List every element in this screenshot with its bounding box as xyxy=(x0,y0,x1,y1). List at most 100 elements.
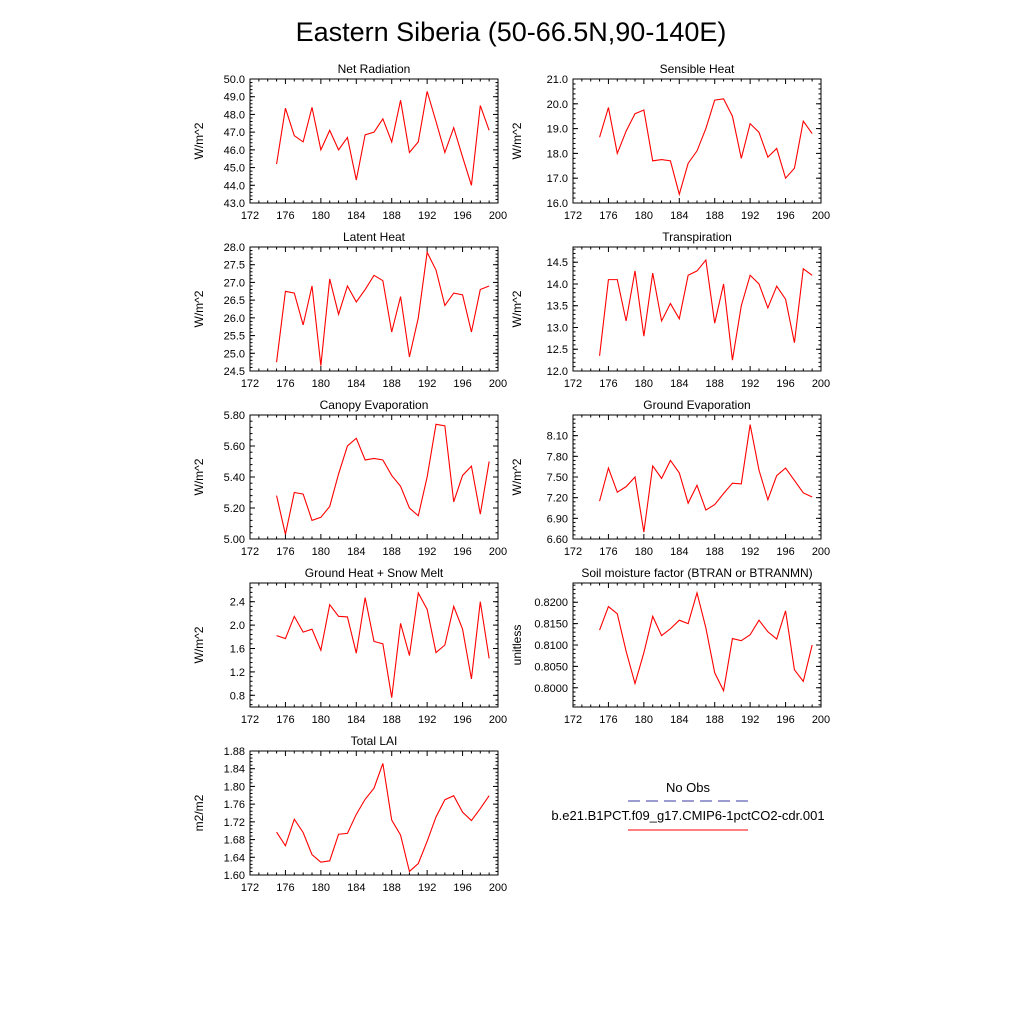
x-tick-label: 172 xyxy=(564,546,582,558)
y-tick-label: 45.0 xyxy=(224,163,245,175)
plot-frame xyxy=(572,414,822,540)
y-tick-label: 14.5 xyxy=(547,257,568,269)
series-line xyxy=(276,423,490,535)
x-tick-label: 188 xyxy=(706,378,724,390)
panel-title: Sensible Heat xyxy=(660,62,735,76)
x-tick-label: 176 xyxy=(276,546,294,558)
x-tick-label: 196 xyxy=(776,546,794,558)
y-tick-label: 5.80 xyxy=(224,410,245,422)
x-tick-label: 180 xyxy=(635,378,653,390)
x-tick-label: 196 xyxy=(776,210,794,222)
x-tick-label: 192 xyxy=(741,210,759,222)
legend: No Obs b.e21.B1PCT.f09_g17.CMIP6-1pctCO2… xyxy=(551,780,825,831)
x-tick-label: 180 xyxy=(312,210,330,222)
y-tick-label: 1.2 xyxy=(230,667,245,679)
plot-frame xyxy=(249,582,499,708)
x-tick-label: 196 xyxy=(776,378,794,390)
x-tick-label: 188 xyxy=(383,714,401,726)
x-tick-label: 196 xyxy=(453,546,471,558)
x-tick-label: 176 xyxy=(599,546,617,558)
plot-frame xyxy=(572,582,822,708)
x-tick-label: 172 xyxy=(241,378,259,390)
y-tick-label: 1.80 xyxy=(224,781,245,793)
y-axis-label: W/m^2 xyxy=(192,122,206,159)
x-tick-label: 188 xyxy=(383,546,401,558)
panel-title: Ground Heat + Snow Melt xyxy=(305,566,444,580)
x-tick-label: 184 xyxy=(670,210,688,222)
x-tick-label: 176 xyxy=(276,714,294,726)
y-tick-label: 17.0 xyxy=(547,173,568,185)
x-tick-label: 176 xyxy=(276,210,294,222)
y-tick-label: 49.0 xyxy=(224,92,245,104)
y-tick-label: 0.8200 xyxy=(534,597,568,609)
chart-panel-5: Ground Evaporation 172 176 180 184 188 192 196 2… xyxy=(510,398,830,558)
x-tick-label: 180 xyxy=(635,210,653,222)
y-tick-label: 5.60 xyxy=(224,441,245,453)
x-tick-label: 188 xyxy=(383,210,401,222)
y-tick-label: 24.5 xyxy=(224,366,245,378)
y-tick-label: 0.8 xyxy=(230,690,245,702)
x-tick-label: 196 xyxy=(453,378,471,390)
x-tick-label: 188 xyxy=(706,546,724,558)
x-tick-label: 184 xyxy=(670,714,688,726)
x-tick-label: 200 xyxy=(489,378,507,390)
figure-title: Eastern Siberia (50-66.5N,90-140E) xyxy=(296,17,727,47)
panel-title: Total LAI xyxy=(351,734,398,748)
y-tick-label: 1.76 xyxy=(224,799,245,811)
plot-frame xyxy=(572,246,822,372)
x-tick-label: 200 xyxy=(489,882,507,894)
y-axis-label: unitless xyxy=(510,625,524,666)
series-line xyxy=(276,250,490,366)
y-tick-label: 7.80 xyxy=(547,451,568,463)
x-tick-label: 184 xyxy=(347,714,365,726)
y-tick-label: 0.8000 xyxy=(534,683,568,695)
x-tick-label: 176 xyxy=(599,378,617,390)
x-tick-label: 180 xyxy=(635,714,653,726)
y-tick-label: 26.0 xyxy=(224,313,245,325)
x-tick-label: 184 xyxy=(670,378,688,390)
y-tick-label: 27.5 xyxy=(224,260,245,272)
x-tick-label: 188 xyxy=(706,210,724,222)
x-tick-label: 200 xyxy=(812,714,830,726)
x-tick-label: 192 xyxy=(418,882,436,894)
x-tick-label: 172 xyxy=(564,210,582,222)
x-tick-label: 200 xyxy=(812,210,830,222)
plot-frame xyxy=(249,246,499,372)
x-tick-label: 200 xyxy=(489,714,507,726)
x-tick-label: 196 xyxy=(453,882,471,894)
panel-title: Transpiration xyxy=(662,230,732,244)
x-tick-label: 180 xyxy=(312,882,330,894)
y-tick-label: 25.5 xyxy=(224,331,245,343)
y-tick-label: 44.0 xyxy=(224,180,245,192)
y-tick-label: 48.0 xyxy=(224,109,245,121)
y-axis-label: W/m^2 xyxy=(510,458,524,495)
chart-panel-1: Sensible Heat 172 176 180 184 188 192 196 200 16.… xyxy=(510,62,830,222)
y-tick-label: 1.6 xyxy=(230,644,245,656)
x-tick-label: 176 xyxy=(276,378,294,390)
legend-obs-label: No Obs xyxy=(666,780,711,795)
y-tick-label: 2.4 xyxy=(230,597,245,609)
y-tick-label: 1.64 xyxy=(224,852,245,864)
panels-container: Net Radiation 172 176 180 184 188 192 196 200 43.… xyxy=(192,62,830,894)
y-tick-label: 19.0 xyxy=(547,124,568,136)
y-tick-label: 47.0 xyxy=(224,127,245,139)
x-tick-label: 192 xyxy=(418,714,436,726)
panel-title: Soil moisture factor (BTRAN or BTRANMN) xyxy=(581,566,812,580)
y-tick-label: 46.0 xyxy=(224,145,245,157)
legend-model-label: b.e21.B1PCT.f09_g17.CMIP6-1pctCO2-cdr.00… xyxy=(551,808,824,823)
y-tick-label: 0.8050 xyxy=(534,661,568,673)
series-line xyxy=(276,591,490,698)
x-tick-label: 176 xyxy=(599,714,617,726)
y-tick-label: 2.0 xyxy=(230,620,245,632)
x-tick-label: 188 xyxy=(383,378,401,390)
y-tick-label: 1.88 xyxy=(224,746,245,758)
y-axis-label: m2/m2 xyxy=(192,794,206,831)
x-tick-label: 192 xyxy=(741,546,759,558)
series-line xyxy=(599,98,813,197)
plot-frame xyxy=(249,414,499,540)
x-tick-label: 172 xyxy=(564,714,582,726)
x-tick-label: 196 xyxy=(776,714,794,726)
panel-title: Canopy Evaporation xyxy=(320,398,429,412)
x-tick-label: 192 xyxy=(741,714,759,726)
